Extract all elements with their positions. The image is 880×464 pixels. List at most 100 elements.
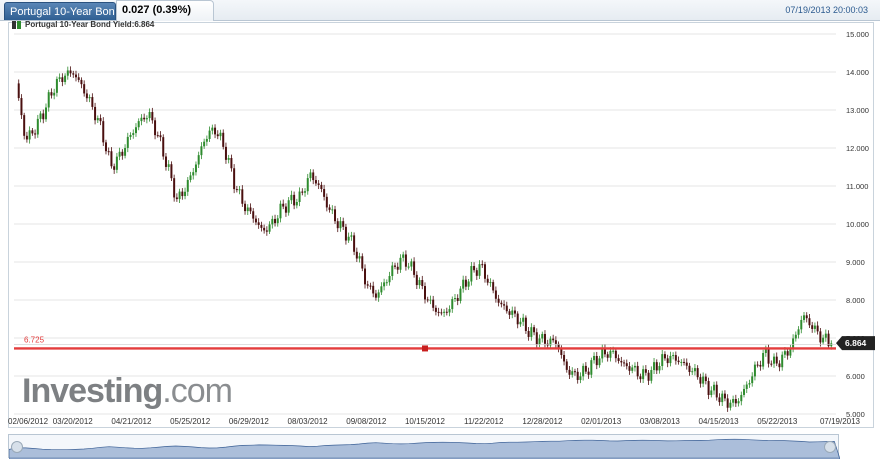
y-tick-label: 10.000 [846,220,869,229]
candle-body [522,317,525,322]
candle-body [598,358,601,366]
candle-body [524,317,527,331]
tab-instrument[interactable]: Portugal 10-Year Bon... [4,2,116,20]
candle-body [541,333,544,339]
candle-body [723,393,726,399]
logo-suffix: .com [162,372,233,410]
candle-body [69,70,72,74]
candle-body [96,118,99,121]
x-tick-label: 02/01/2013 [581,417,622,426]
candle-body [595,355,598,366]
candle-body [55,78,58,93]
candle-body [334,209,337,222]
candle-body [36,118,39,135]
candle-body [805,315,808,319]
candle-body [729,402,732,408]
candle-body [20,98,23,116]
x-tick-label: 10/15/2012 [405,417,446,426]
candle-body [257,222,260,225]
candle-body [827,333,830,347]
candle-body [606,354,609,358]
last-value-badge: 6.864 [836,336,875,351]
y-tick-label: 11.000 [846,182,868,191]
candle-body [505,305,508,312]
candle-body [34,133,37,135]
candle-body [200,146,203,156]
candle-body [77,77,80,80]
candle-body [265,230,268,232]
candle-body [233,168,236,190]
candle-body [72,73,75,75]
candle-body [181,191,184,197]
candle-body [688,365,691,373]
candle-body [175,197,178,200]
candle-body [66,70,69,76]
candle-body [246,207,249,212]
candle-body [475,270,478,276]
candle-body [388,276,391,283]
candle-body [508,311,511,315]
price-chart[interactable]: 5.0006.0007.0008.0009.00010.00011.00012.… [0,0,880,432]
navigator-bar[interactable] [8,434,840,459]
candle-body [394,265,397,267]
candle-body [252,211,255,219]
candle-body [543,333,546,344]
candle-body [328,207,331,210]
candle-body [263,227,266,231]
candle-body [407,266,410,268]
candle-body [312,172,315,181]
candle-body [121,151,124,156]
grid-lines [14,33,836,415]
candle-body [222,132,225,147]
candle-body [797,329,800,335]
candle-body [819,331,822,343]
candle-body [775,356,778,364]
candle-body [254,218,257,223]
candle-body [478,264,481,276]
candle-body [587,371,590,375]
candle-body [661,354,664,367]
candle-body [366,284,369,286]
candle-body [424,286,426,300]
candle-body [184,191,187,197]
candle-body [298,191,301,202]
candle-body [399,257,402,270]
y-tick-label: 13.000 [846,106,869,115]
candle-body [290,194,293,201]
candle-body [822,337,825,343]
candle-body [241,189,244,204]
y-tick-label: 12.000 [846,144,869,153]
candle-body [824,333,827,338]
candle-body [704,376,707,382]
y-tick-label: 6.000 [846,372,865,381]
candle-body [23,115,26,136]
candle-body [301,191,304,193]
candle-body [271,218,274,225]
candle-body [426,299,429,301]
navigator-left-handle[interactable] [11,441,23,453]
candle-body [745,384,748,389]
candle-body [31,130,34,134]
candle-body [227,158,230,160]
candle-body [631,367,634,371]
candle-body [557,343,560,350]
candle-body [663,354,666,359]
candle-body [702,376,705,384]
candle-body [707,381,710,395]
investing-logo: Investing.com [22,372,233,411]
candle-body [203,141,206,147]
navigator-right-handle[interactable] [824,441,836,453]
candle-body [94,106,97,121]
candle-body [287,200,290,213]
candle-body [268,224,271,232]
candle-body [219,132,222,137]
candle-body [194,164,197,173]
candle-body [740,394,743,402]
horizontal-level[interactable]: 6.725 [14,335,836,352]
level-label: 6.725 [24,335,45,344]
candle-body [421,280,424,287]
candle-body [811,325,814,329]
candle-body [650,370,653,381]
candle-body [132,133,135,135]
y-axis-ticks: 5.0006.0007.0008.0009.00010.00011.00012.… [846,30,869,419]
